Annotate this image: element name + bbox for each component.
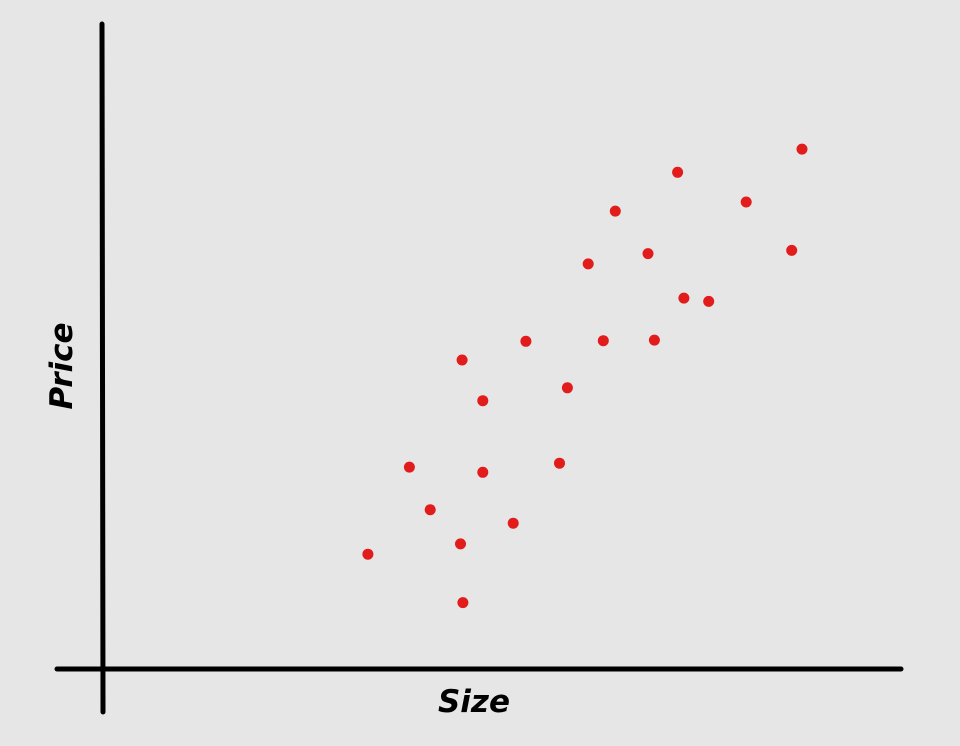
x-axis-label: Size — [438, 684, 510, 720]
data-point — [642, 248, 654, 260]
data-point — [554, 457, 565, 469]
data-point — [561, 382, 573, 394]
data-point — [362, 548, 374, 560]
data-point — [456, 354, 468, 366]
data-point — [796, 143, 808, 155]
data-point — [582, 258, 594, 270]
data-point — [609, 205, 621, 217]
data-point — [678, 292, 690, 304]
data-point — [403, 461, 415, 473]
data-point — [703, 295, 715, 307]
data-point — [786, 244, 798, 256]
data-point — [597, 335, 609, 347]
data-point — [672, 166, 684, 178]
data-point — [457, 597, 469, 609]
y-axis-label: Price — [44, 322, 80, 409]
data-point — [455, 538, 466, 550]
data-point — [507, 517, 519, 529]
data-point — [477, 395, 489, 407]
data-points — [362, 143, 808, 609]
data-point — [740, 196, 752, 208]
data-point — [424, 504, 436, 516]
data-point — [520, 335, 532, 347]
data-point — [477, 466, 489, 478]
data-point — [648, 334, 660, 346]
y-axis-line — [99, 21, 106, 715]
